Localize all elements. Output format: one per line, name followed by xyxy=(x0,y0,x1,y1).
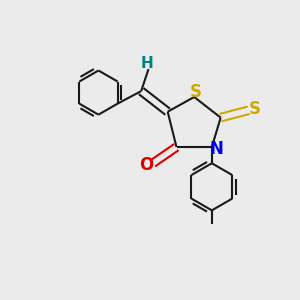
Text: S: S xyxy=(249,100,261,118)
Text: N: N xyxy=(209,140,223,158)
Text: O: O xyxy=(139,156,154,174)
Text: S: S xyxy=(190,83,202,101)
Text: H: H xyxy=(141,56,153,71)
